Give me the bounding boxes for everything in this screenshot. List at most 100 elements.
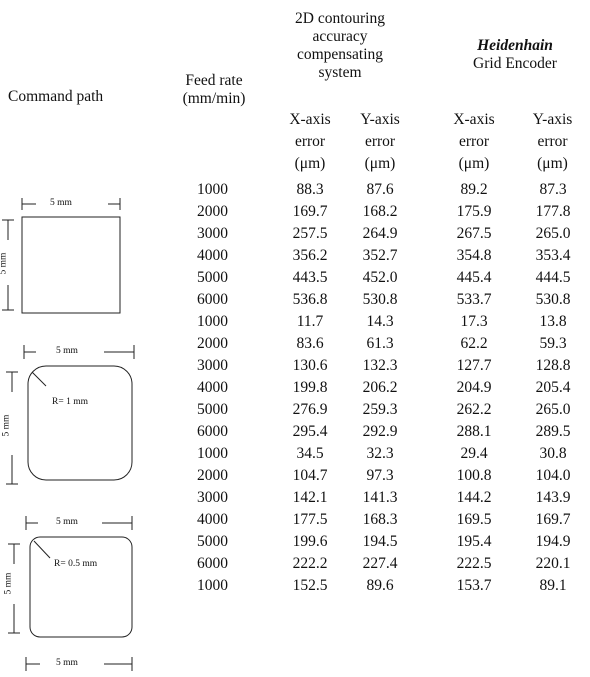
- axis-label: X-axis: [453, 111, 495, 128]
- sys-y-cell: 259.3: [362, 401, 398, 418]
- system-title-line: compensating: [296, 46, 384, 63]
- hd-y-cell: 104.0: [535, 467, 571, 484]
- sys-x-cell: 152.5: [292, 577, 328, 594]
- sys-x-cell: 199.6: [292, 533, 328, 550]
- hd-y-cell: 530.8: [535, 291, 571, 308]
- feed-rate-cell: 2000: [197, 467, 228, 484]
- sys-x-cell: 295.4: [292, 423, 328, 440]
- feed-rate-cell: 4000: [197, 247, 228, 264]
- sys-y-cell: 97.3: [366, 467, 394, 484]
- table-row: 1000 88.3 87.6 89.2 87.3: [0, 179, 590, 201]
- table-row: 4000 356.2 352.7 354.8 353.4: [0, 245, 590, 267]
- hd-x-cell: 175.9: [456, 203, 492, 220]
- feed-rate-cell: 2000: [197, 335, 228, 352]
- table-row: 2000 104.7 97.3 100.8 104.0: [0, 465, 590, 487]
- sys-x-cell: 177.5: [292, 511, 328, 528]
- feed-rate-cell: 4000: [197, 379, 228, 396]
- table-row: 1000 34.5 32.3 29.4 30.8: [0, 443, 590, 465]
- hd-y-cell: 289.5: [535, 423, 571, 440]
- rounded-r05-radius-label: R= 0.5 mm: [54, 559, 98, 569]
- sys-y-cell: 168.3: [362, 511, 398, 528]
- sys-x-cell: 169.7: [292, 203, 328, 220]
- table-row: 6000 536.8 530.8 533.7 530.8: [0, 289, 590, 311]
- table-row: 3000 130.6 132.3 127.7 128.8: [0, 355, 590, 377]
- hd-y-cell: 30.8: [539, 445, 567, 462]
- system-title-line: system: [318, 64, 362, 81]
- sys-x-cell: 536.8: [292, 291, 328, 308]
- error-label: error: [294, 133, 326, 150]
- hd-y-cell: 353.4: [535, 247, 571, 264]
- feed-rate-cell: 1000: [197, 445, 228, 462]
- sys-y-cell: 32.3: [366, 445, 394, 462]
- feed-rate-cell: 6000: [197, 423, 228, 440]
- hd-y-cell: 89.1: [539, 577, 567, 594]
- sys-x-cell: 104.7: [292, 467, 328, 484]
- rounded-r1-width-label: 5 mm: [56, 346, 78, 356]
- sys-y-cell: 168.2: [362, 203, 398, 220]
- feed-rate-cell: 3000: [197, 357, 228, 374]
- feed-rate-cell: 5000: [197, 533, 228, 550]
- hd-x-cell: 354.8: [456, 247, 492, 264]
- hd-y-cell: 143.9: [535, 489, 571, 506]
- col-header-hd-x: X-axis error (μm): [444, 111, 504, 173]
- col-header-sys-y: Y-axis error (μm): [350, 111, 410, 173]
- sys-x-cell: 222.2: [292, 555, 328, 572]
- encoder-brand: Heidenhain: [477, 37, 553, 54]
- error-label: error: [537, 133, 568, 150]
- sys-x-cell: 142.1: [292, 489, 328, 506]
- hd-x-cell: 89.2: [460, 181, 488, 198]
- table-row: 5000 276.9 259.3 262.2 265.0: [0, 399, 590, 421]
- hd-y-cell: 265.0: [535, 401, 571, 418]
- sys-x-cell: 443.5: [292, 269, 328, 286]
- table-row: 3000 257.5 264.9 267.5 265.0: [0, 223, 590, 245]
- feed-rate-unit: (mm/min): [182, 90, 246, 107]
- table-row: 1000 152.5 89.6 153.7 89.1: [0, 575, 590, 597]
- axis-label: Y-axis: [360, 111, 400, 128]
- partial-width-label: 5 mm: [56, 658, 78, 668]
- sys-y-cell: 264.9: [362, 225, 398, 242]
- table-row: 4000 177.5 168.3 169.5 169.7: [0, 509, 590, 531]
- sys-x-cell: 257.5: [292, 225, 328, 242]
- hd-y-cell: 13.8: [539, 313, 567, 330]
- hd-x-cell: 100.8: [456, 467, 492, 484]
- hd-x-cell: 267.5: [456, 225, 492, 242]
- sys-y-cell: 452.0: [362, 269, 398, 286]
- sys-x-cell: 88.3: [296, 181, 324, 198]
- col-header-sys-x: X-axis error (μm): [280, 111, 340, 173]
- sys-x-cell: 83.6: [296, 335, 324, 352]
- unit-label: (μm): [458, 155, 490, 172]
- hd-y-cell: 87.3: [539, 181, 567, 198]
- feed-rate-header: Feed rate (mm/min): [168, 72, 260, 108]
- col-header-hd-y: Y-axis error (μm): [520, 111, 585, 173]
- feed-rate-cell: 2000: [197, 203, 228, 220]
- hd-x-cell: 262.2: [456, 401, 492, 418]
- feed-rate-cell: 6000: [197, 555, 228, 572]
- table-row: 2000 83.6 61.3 62.2 59.3: [0, 333, 590, 355]
- sys-y-cell: 14.3: [366, 313, 394, 330]
- hd-x-cell: 195.4: [456, 533, 492, 550]
- sys-x-cell: 356.2: [292, 247, 328, 264]
- hd-y-cell: 265.0: [535, 225, 571, 242]
- error-label: error: [458, 133, 490, 150]
- sys-y-cell: 530.8: [362, 291, 398, 308]
- error-label: error: [364, 133, 396, 150]
- hd-x-cell: 445.4: [456, 269, 492, 286]
- hd-x-cell: 169.5: [456, 511, 492, 528]
- hd-x-cell: 533.7: [456, 291, 492, 308]
- sys-y-cell: 141.3: [362, 489, 398, 506]
- hd-x-cell: 29.4: [460, 445, 488, 462]
- feed-rate-cell: 5000: [197, 401, 228, 418]
- table-row: 6000 222.2 227.4 222.5 220.1: [0, 553, 590, 575]
- sys-x-cell: 199.8: [292, 379, 328, 396]
- rounded-r05-width-label: 5 mm: [56, 517, 78, 527]
- feed-rate-cell: 3000: [197, 225, 228, 242]
- table-row: 3000 142.1 141.3 144.2 143.9: [0, 487, 590, 509]
- unit-label: (μm): [364, 155, 396, 172]
- feed-rate-cell: 1000: [197, 181, 228, 198]
- table-row: 2000 169.7 168.2 175.9 177.8: [0, 201, 590, 223]
- table-row: 5000 199.6 194.5 195.4 194.9: [0, 531, 590, 553]
